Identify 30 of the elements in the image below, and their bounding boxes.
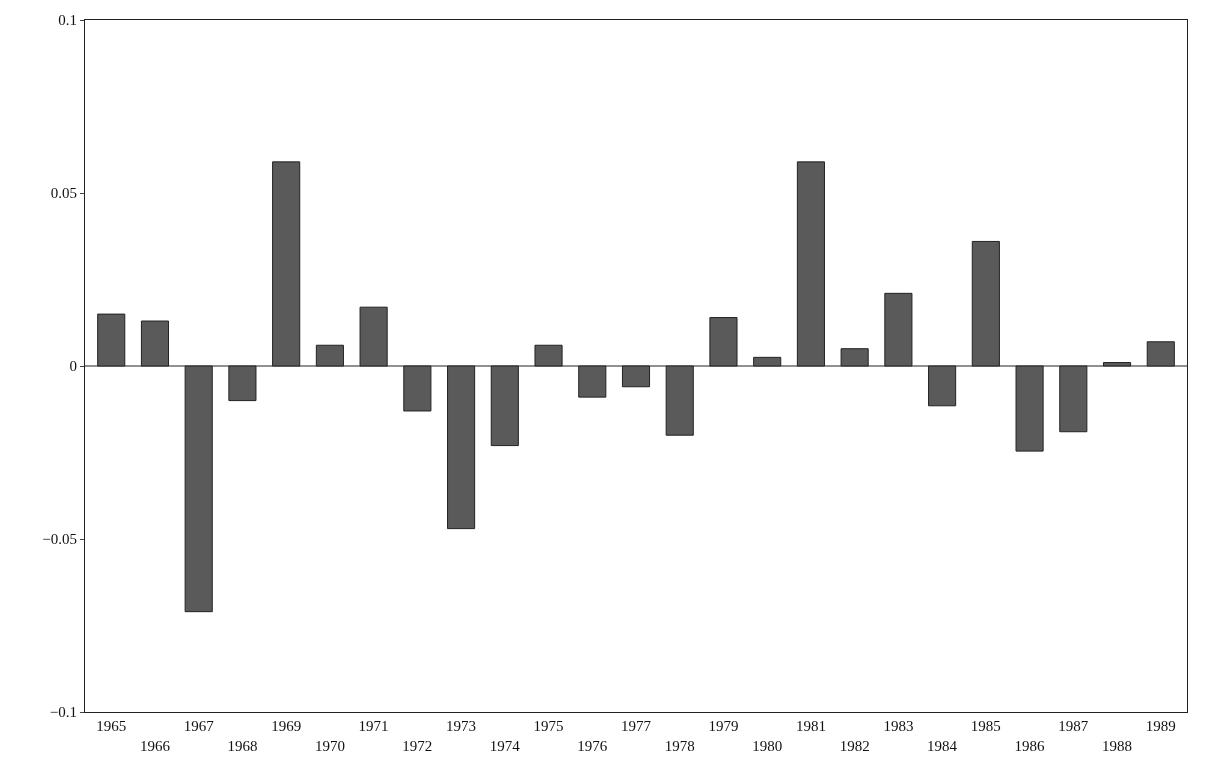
x-tick-label: 1974 (489, 737, 521, 754)
x-tick-label: 1971 (358, 718, 389, 734)
x-tick-label: 1986 (1014, 737, 1046, 754)
x-tick-label: 1982 (839, 737, 870, 754)
x-tick-label: 1972 (402, 737, 433, 754)
x-tick-label: 1980 (752, 737, 783, 754)
y-tick-label: 0 (69, 358, 77, 375)
x-tick-label: 1977 (621, 718, 652, 734)
x-tick-label: 1975 (533, 718, 564, 734)
x-tick-label: 1983 (883, 718, 914, 734)
x-tick-label: 1987 (1058, 718, 1089, 734)
y-tick-label: −0.1 (49, 704, 77, 721)
x-tick-label: 1967 (183, 718, 215, 734)
x-tick-label: 1969 (271, 718, 302, 734)
x-tick-label: 1978 (664, 737, 695, 754)
x-tick-label: 1985 (970, 718, 1001, 734)
x-tick-label: 1981 (795, 718, 826, 734)
y-tick-label: −0.05 (42, 531, 77, 548)
x-tick-label: 1966 (139, 737, 171, 754)
x-tick-label: 1973 (446, 718, 477, 734)
x-tick-label: 1979 (708, 718, 739, 734)
x-tick-label: 1970 (314, 737, 345, 754)
x-tick-label: 1976 (577, 737, 608, 754)
y-tick-label: 0.05 (50, 185, 77, 202)
x-tick-label: 1988 (1102, 737, 1133, 754)
x-tick-label: 1965 (96, 718, 127, 734)
x-tick-label: 1989 (1145, 718, 1176, 734)
y-tick-label: 0.1 (58, 12, 77, 29)
x-tick-label: 1968 (227, 737, 258, 754)
x-tick-label: 1984 (927, 737, 958, 754)
